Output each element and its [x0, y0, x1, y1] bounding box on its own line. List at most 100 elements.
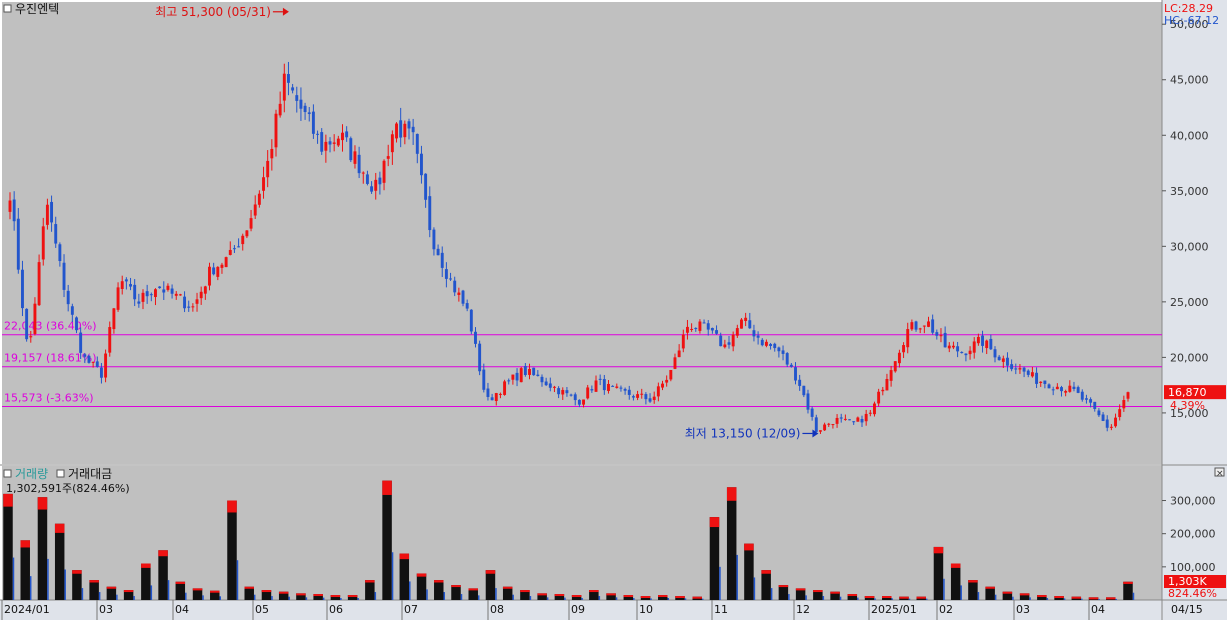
candle-body[interactable] [939, 335, 943, 337]
volume-panel-background[interactable] [2, 466, 1162, 600]
candle-body[interactable] [523, 366, 527, 376]
candle-body[interactable] [465, 303, 469, 309]
candle-body[interactable] [494, 393, 498, 401]
candle-body[interactable] [677, 350, 681, 358]
candle-body[interactable] [1006, 357, 1009, 366]
candle-body[interactable] [914, 321, 918, 330]
candle-body[interactable] [1022, 367, 1026, 372]
volume-bar[interactable] [175, 581, 186, 600]
candle-body[interactable] [798, 379, 802, 386]
candle-body[interactable] [133, 284, 137, 300]
candle-body[interactable] [162, 289, 166, 293]
candle-body[interactable] [382, 160, 386, 183]
volume-bar[interactable] [502, 586, 513, 600]
candle-body[interactable] [21, 269, 24, 309]
candle-body[interactable] [474, 331, 477, 344]
candle-body[interactable] [66, 290, 70, 305]
candle-body[interactable] [482, 369, 486, 390]
candle-body[interactable] [960, 352, 964, 354]
candle-body[interactable] [41, 226, 45, 260]
candle-body[interactable] [918, 328, 922, 330]
candle-body[interactable] [1126, 392, 1130, 399]
candle-body[interactable] [91, 361, 95, 363]
candle-body[interactable] [744, 317, 748, 321]
candle-body[interactable] [1105, 419, 1109, 428]
candle-body[interactable] [415, 133, 419, 154]
candle-body[interactable] [478, 343, 482, 372]
candle-body[interactable] [62, 262, 66, 290]
candle-body[interactable] [282, 73, 286, 101]
candle-body[interactable] [702, 322, 706, 324]
candle-body[interactable] [511, 374, 515, 380]
volume-bar[interactable] [330, 595, 341, 600]
candle-body[interactable] [590, 389, 594, 391]
candle-body[interactable] [349, 138, 353, 161]
candle-body[interactable] [378, 177, 382, 185]
volume-bar[interactable] [968, 580, 978, 600]
volume-bar[interactable] [3, 493, 13, 600]
candle-body[interactable] [552, 386, 556, 388]
volume-bar[interactable] [313, 594, 323, 600]
candle-body[interactable] [361, 172, 365, 174]
candle-body[interactable] [661, 383, 664, 388]
candle-body[interactable] [70, 306, 74, 315]
volume-bar[interactable] [537, 593, 547, 600]
candle-body[interactable] [644, 394, 648, 400]
candle-body[interactable] [1051, 389, 1055, 391]
candle-body[interactable] [748, 320, 752, 329]
candle-body[interactable] [357, 154, 361, 174]
candle-body[interactable] [631, 396, 635, 398]
candle-body[interactable] [440, 252, 444, 268]
candle-body[interactable] [1101, 414, 1105, 421]
candle-body[interactable] [740, 319, 743, 329]
candle-body[interactable] [1043, 380, 1047, 385]
candle-body[interactable] [1030, 372, 1034, 377]
candle-body[interactable] [685, 326, 689, 333]
candle-body[interactable] [943, 332, 947, 348]
candle-body[interactable] [582, 399, 586, 405]
candle-body[interactable] [843, 418, 847, 420]
volume-bar[interactable] [830, 591, 840, 600]
candle-body[interactable] [203, 286, 207, 294]
candle-body[interactable] [648, 398, 652, 402]
candle-body[interactable] [715, 330, 718, 334]
candle-body[interactable] [174, 293, 178, 296]
candle-body[interactable] [461, 290, 465, 304]
candle-body[interactable] [33, 303, 37, 334]
candle-body[interactable] [1109, 426, 1113, 428]
candle-body[interactable] [436, 248, 440, 256]
candle-body[interactable] [806, 393, 810, 410]
candle-body[interactable] [241, 235, 245, 245]
candle-body[interactable] [544, 381, 548, 386]
volume-bar[interactable] [89, 580, 99, 600]
volume-bar[interactable] [985, 586, 995, 600]
candle-body[interactable] [1076, 387, 1080, 393]
candle-body[interactable] [129, 284, 132, 287]
candle-body[interactable] [735, 328, 739, 336]
candle-body[interactable] [108, 327, 112, 353]
candle-body[interactable] [1068, 385, 1072, 392]
candle-body[interactable] [316, 133, 320, 135]
volume-bar[interactable] [795, 588, 806, 600]
candle-body[interactable] [993, 349, 997, 358]
candle-body[interactable] [532, 367, 536, 376]
candle-body[interactable] [760, 339, 764, 346]
volume-bar[interactable] [847, 594, 858, 600]
candle-body[interactable] [320, 132, 324, 152]
candle-body[interactable] [956, 346, 960, 352]
candle-body[interactable] [12, 199, 16, 222]
volume-bar[interactable] [589, 590, 599, 600]
candle-body[interactable] [403, 123, 407, 138]
candle-body[interactable] [428, 196, 432, 231]
candle-body[interactable] [457, 292, 461, 295]
candle-body[interactable] [985, 340, 989, 349]
candle-body[interactable] [116, 287, 120, 310]
candle-body[interactable] [868, 412, 872, 414]
candle-body[interactable] [839, 417, 843, 419]
candle-body[interactable] [1014, 368, 1018, 370]
candle-body[interactable] [536, 374, 540, 377]
volume-bar[interactable] [1123, 581, 1133, 600]
volume-bar[interactable] [382, 480, 392, 600]
candle-body[interactable] [831, 424, 835, 426]
